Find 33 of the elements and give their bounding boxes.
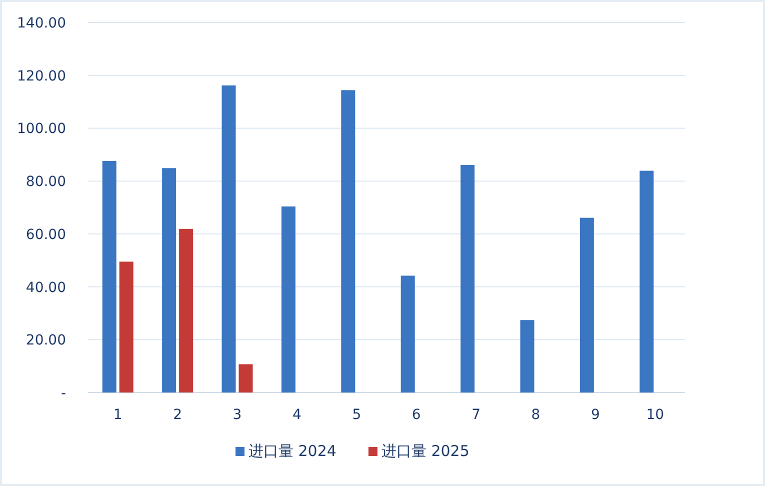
bar: [281, 206, 296, 392]
x-tick-label: 7: [472, 407, 481, 423]
bar: [162, 168, 176, 392]
x-tick-label: 3: [232, 407, 242, 423]
y-tick-label: 40.00: [26, 280, 66, 296]
x-tick-label: 5: [352, 407, 362, 423]
y-tick-label: 60.00: [26, 226, 66, 243]
bar: [119, 262, 134, 392]
x-tick-label: 10: [646, 407, 664, 423]
y-tick-label: 100.00: [17, 121, 66, 138]
legend-label: 进口量 2024: [248, 442, 336, 460]
x-tick-label: 6: [412, 407, 421, 423]
x-tick-label: 1: [113, 407, 122, 423]
y-tick-label: 140.00: [17, 16, 66, 32]
bar: [238, 364, 253, 392]
bar: [400, 276, 415, 392]
y-tick-label: 20.00: [26, 332, 66, 349]
bar: [580, 218, 594, 392]
bar: [520, 320, 534, 392]
x-tick-label: 2: [173, 407, 182, 423]
legend-label: 进口量 2025: [381, 442, 470, 460]
y-tick-label: 120.00: [17, 68, 66, 84]
y-tick-label: -: [60, 386, 66, 402]
bar: [640, 170, 654, 392]
bar: [179, 228, 194, 392]
y-tick-label: 80.00: [26, 174, 66, 190]
bar: [460, 164, 475, 392]
x-tick-label: 9: [590, 407, 600, 423]
bar: [222, 85, 236, 392]
bar: [102, 160, 116, 392]
x-tick-label: 8: [531, 407, 540, 423]
x-tick-label: 4: [292, 407, 302, 423]
bar: [341, 90, 356, 392]
